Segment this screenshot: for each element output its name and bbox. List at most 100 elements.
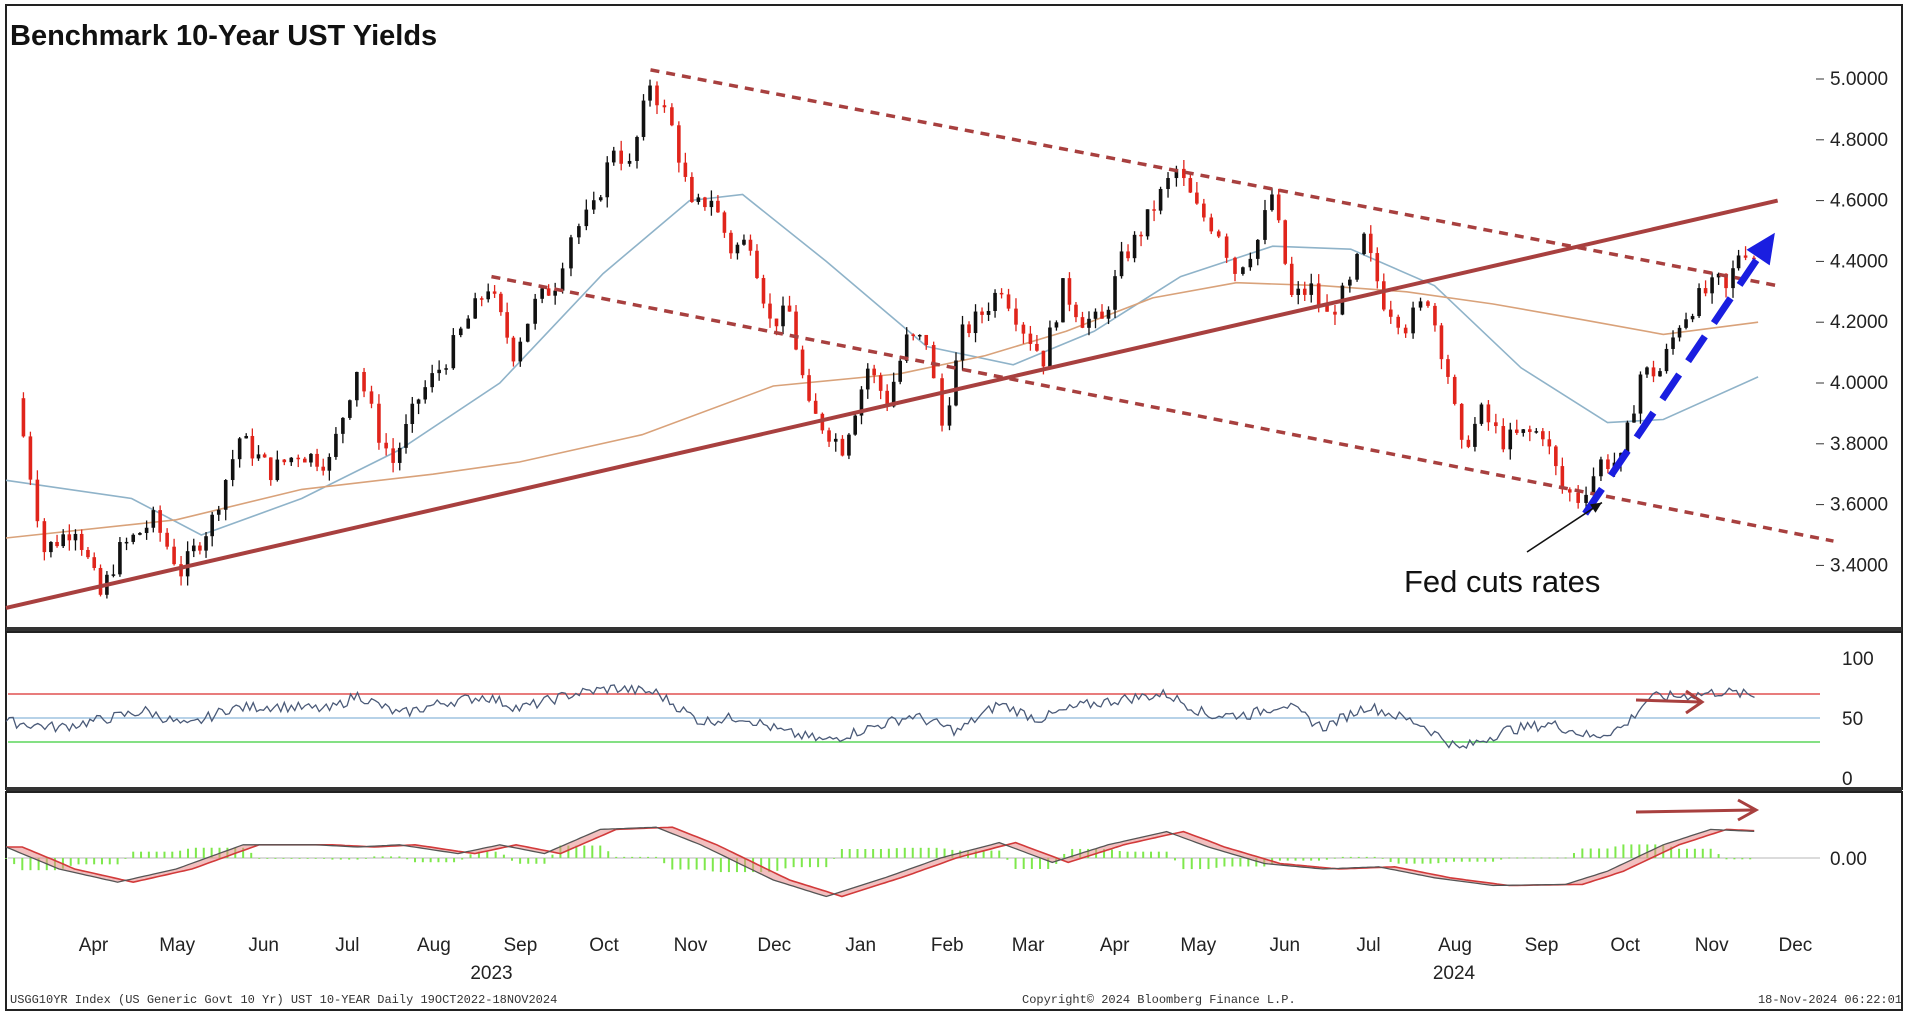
candle <box>1233 256 1237 282</box>
macd-histogram-bar <box>1741 858 1744 860</box>
month-label: Apr <box>1100 935 1130 956</box>
macd-red-arrow-head <box>1737 798 1760 822</box>
footer-right: 18-Nov-2024 06:22:01 <box>1758 993 1902 1007</box>
macd-histogram-bar <box>1103 848 1106 858</box>
rsi-tick-label: 100 <box>1842 649 1874 670</box>
price-tick-label: 5.0000 <box>1830 69 1888 90</box>
candle <box>391 438 395 473</box>
candle <box>878 372 883 400</box>
candle <box>748 234 753 256</box>
candle <box>289 457 294 466</box>
candle <box>742 234 746 246</box>
macd-histogram-bar <box>848 849 851 858</box>
candle <box>598 195 603 202</box>
macd-histogram-bar <box>1614 846 1617 858</box>
candle <box>1528 425 1532 442</box>
macd-histogram-bar <box>1445 858 1448 863</box>
candle <box>947 397 952 431</box>
macd-histogram-bar <box>502 854 505 858</box>
candle <box>735 242 740 260</box>
candle <box>924 334 929 350</box>
blue-arrow-head <box>1746 232 1775 266</box>
macd-histogram-bar <box>194 847 197 858</box>
rsi-red-arrow <box>1635 698 1701 704</box>
candle <box>1021 322 1026 344</box>
macd-histogram-bar <box>421 858 424 863</box>
candle <box>872 364 876 384</box>
macd-histogram-bar <box>282 858 285 859</box>
macd-histogram-bar <box>615 856 618 858</box>
year-label: 2024 <box>1433 963 1476 984</box>
candle <box>1439 322 1444 370</box>
macd-histogram-bar <box>1508 857 1511 859</box>
macd-histogram-bar <box>631 856 634 858</box>
month-label: May <box>159 935 195 956</box>
candle <box>1182 160 1186 186</box>
macd-histogram-bar <box>69 858 72 866</box>
macd-series <box>5 798 1820 898</box>
candle <box>86 546 90 559</box>
candle <box>1677 325 1682 342</box>
macd-histogram-bar <box>990 850 993 858</box>
macd-histogram-bar <box>1047 858 1050 869</box>
candle <box>1396 314 1401 335</box>
candle <box>1452 374 1457 406</box>
candle <box>486 283 491 303</box>
month-label: Oct <box>589 935 619 956</box>
candle <box>853 412 858 436</box>
macd-histogram-bar <box>727 858 730 873</box>
candle <box>648 79 652 107</box>
trendline-1 <box>5 198 1779 610</box>
macd-histogram-bar <box>1286 858 1289 861</box>
candle <box>1355 252 1359 282</box>
candle <box>865 363 870 399</box>
macd-histogram-bar <box>210 847 213 858</box>
candle <box>635 135 639 169</box>
candle <box>309 453 313 467</box>
candle <box>98 564 103 597</box>
macd-histogram-bar <box>856 849 859 858</box>
footer-center: Copyright© 2024 Bloomberg Finance L.P. <box>1022 993 1296 1007</box>
candle <box>1426 300 1430 308</box>
candle <box>451 328 456 370</box>
candle <box>1119 241 1124 279</box>
candle <box>859 386 864 425</box>
macd-histogram-bar <box>1421 858 1424 864</box>
candle <box>1296 281 1301 305</box>
candle <box>560 262 565 294</box>
candle <box>55 534 59 548</box>
macd-histogram-bar <box>591 845 594 858</box>
candle <box>716 195 720 213</box>
candle <box>1309 273 1314 303</box>
macd-histogram-bar <box>1572 853 1575 858</box>
macd-histogram-bar <box>1709 848 1712 858</box>
macd-histogram-bar <box>719 858 722 873</box>
macd-histogram-bar <box>1310 858 1313 861</box>
candle <box>761 274 766 309</box>
macd-histogram-bar <box>163 851 166 858</box>
candle <box>172 538 176 566</box>
candle <box>1625 420 1630 455</box>
candle <box>993 289 997 318</box>
candle <box>499 291 503 316</box>
macd-histogram-bar <box>1460 858 1463 862</box>
macd-histogram-bar <box>1325 858 1328 860</box>
candle <box>1054 320 1059 331</box>
macd-histogram-bar <box>1302 858 1305 861</box>
macd-histogram-bar <box>911 847 914 858</box>
macd-histogram-bar <box>266 858 269 859</box>
candle <box>1567 487 1572 502</box>
macd-histogram-bar <box>1239 858 1242 867</box>
price-tick-label: 4.6000 <box>1830 191 1888 212</box>
macd-histogram-bar <box>1670 846 1673 858</box>
candle <box>348 399 352 420</box>
candle <box>1479 402 1484 426</box>
candle <box>377 394 381 450</box>
macd-histogram-bar <box>887 848 890 858</box>
macd-histogram-bar <box>100 858 103 865</box>
candle <box>321 458 326 476</box>
macd-histogram-bar <box>1373 856 1376 858</box>
macd-histogram-bar <box>1357 856 1360 858</box>
macd-histogram-bar <box>171 851 174 858</box>
month-label: Jun <box>248 935 279 956</box>
